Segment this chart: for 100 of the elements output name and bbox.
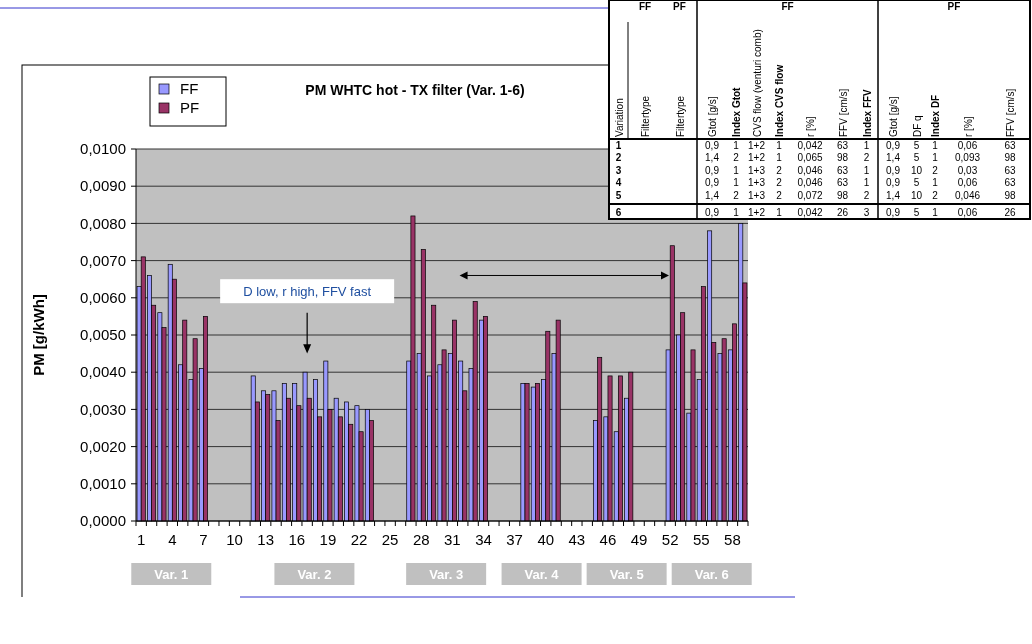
annotation: 6 [615, 206, 622, 218]
x-tick-label: 28 [412, 531, 430, 548]
text: 1 [863, 177, 870, 188]
text: Index CVS flow [774, 64, 785, 137]
text: 10 [910, 189, 923, 201]
annotation: 1 [733, 139, 740, 151]
x-tick-label: 19 [319, 531, 337, 548]
annotation: 2 [615, 152, 622, 163]
text: 98 [1004, 152, 1016, 163]
text: 1+2 [748, 152, 766, 163]
text: 1+3 [748, 189, 766, 201]
text: 0,046 [797, 164, 823, 176]
x-tick-label: 10 [226, 531, 243, 548]
text: Filtertype [640, 95, 651, 137]
text: r [%] [962, 116, 974, 137]
annotation: 4 [615, 177, 622, 188]
text: Index DF [930, 94, 941, 137]
chart-title: PM WHTC hot - TX filter (Var. 1-6) [305, 82, 525, 98]
annotation: 0,9 [705, 206, 720, 218]
annotation: 1 [733, 177, 740, 188]
y-tick-label: 0,0030 [80, 400, 126, 418]
y-tick-label: 0,0070 [80, 251, 126, 269]
text: 2 [863, 152, 870, 163]
text: 2 [776, 177, 783, 188]
text: 0,03 [957, 164, 978, 176]
text: 1 [932, 206, 939, 218]
text: 63 [1004, 164, 1016, 176]
y-tick-label: 0,0060 [80, 289, 126, 307]
text: FFV [cm/s] [837, 88, 849, 137]
x-tick-label: 13 [257, 531, 274, 548]
text: 0,9 [886, 177, 901, 188]
text: 0,042 [797, 139, 823, 151]
text: 1 [863, 139, 870, 151]
text: 1 [776, 152, 783, 163]
annotation: 0,9 [705, 139, 720, 151]
text: 98 [836, 152, 849, 163]
y-tick-label: 0,0010 [80, 475, 126, 493]
text: 26 [1004, 206, 1016, 218]
x-tick-label: 7 [199, 531, 208, 548]
text: DF q [911, 115, 923, 137]
text: 1+3 [748, 177, 766, 188]
text: 0,06 [957, 177, 978, 188]
text: 1+2 [748, 206, 766, 218]
y-tick-label: 0,0100 [80, 140, 126, 158]
text: 5 [913, 177, 920, 188]
text: PF [947, 1, 961, 12]
text: 0,065 [797, 152, 823, 163]
text: 1 [932, 177, 939, 188]
x-tick-label: 58 [724, 531, 741, 548]
text: CVS flow (venturi comb) [751, 29, 763, 137]
text: 0,072 [797, 189, 823, 201]
text: 3 [863, 206, 870, 218]
text: FF [781, 1, 794, 12]
text: 5 [913, 206, 920, 218]
x-tick-label: 55 [692, 531, 710, 548]
y-tick-label: 0,0050 [80, 326, 126, 344]
x-tick-label: 37 [506, 531, 523, 548]
annotation: 5 [615, 189, 622, 201]
text: 1 [932, 152, 939, 163]
text: Var. 4 [524, 566, 560, 582]
annotation: 1,4 [705, 152, 720, 163]
text: Filtertype [674, 95, 686, 137]
x-tick-label: 34 [475, 531, 492, 548]
text: Gtot [g/s] [888, 96, 899, 137]
text: 1 [776, 206, 783, 218]
text: 5 [913, 139, 920, 151]
annotation: 0,9 [705, 177, 720, 188]
text: 1+3 [748, 164, 766, 176]
annotation: 1,4 [705, 189, 720, 201]
text: 2 [776, 164, 783, 176]
text: 0,093 [954, 152, 981, 163]
y-tick-label: 0,0000 [80, 512, 126, 530]
text: Variation [613, 98, 625, 137]
y-tick-label: 0,0080 [80, 214, 126, 232]
annotation: 2 [733, 152, 740, 163]
annotation: 1 [615, 139, 622, 151]
text: 1,4 [886, 152, 901, 163]
annotation: 1 [733, 206, 740, 218]
y-tick-label: 0,0020 [80, 437, 126, 455]
y-axis-title: PM [g/kWh] [30, 294, 47, 376]
x-tick-label: 22 [350, 531, 368, 548]
text: 2 [863, 189, 870, 201]
text: 2 [932, 164, 939, 176]
x-tick-label: 49 [630, 531, 648, 548]
text: 0,046 [954, 189, 981, 201]
text: 2 [932, 189, 939, 201]
text: 63 [836, 164, 849, 176]
y-tick-label: 0,0090 [80, 177, 126, 195]
text: 1 [863, 164, 870, 176]
annotation: 1 [733, 164, 740, 176]
x-tick-label: 25 [381, 531, 399, 548]
text: 0,046 [797, 177, 823, 188]
text: Var. 6 [694, 566, 729, 582]
y-tick-label: 0,0040 [80, 363, 126, 381]
text: PF [673, 1, 686, 12]
text: Gtot [g/s] [707, 96, 718, 137]
x-tick-label: 43 [568, 531, 586, 548]
text: r [%] [805, 116, 816, 137]
text: Var. 5 [609, 566, 644, 582]
text: 63 [1004, 177, 1016, 188]
